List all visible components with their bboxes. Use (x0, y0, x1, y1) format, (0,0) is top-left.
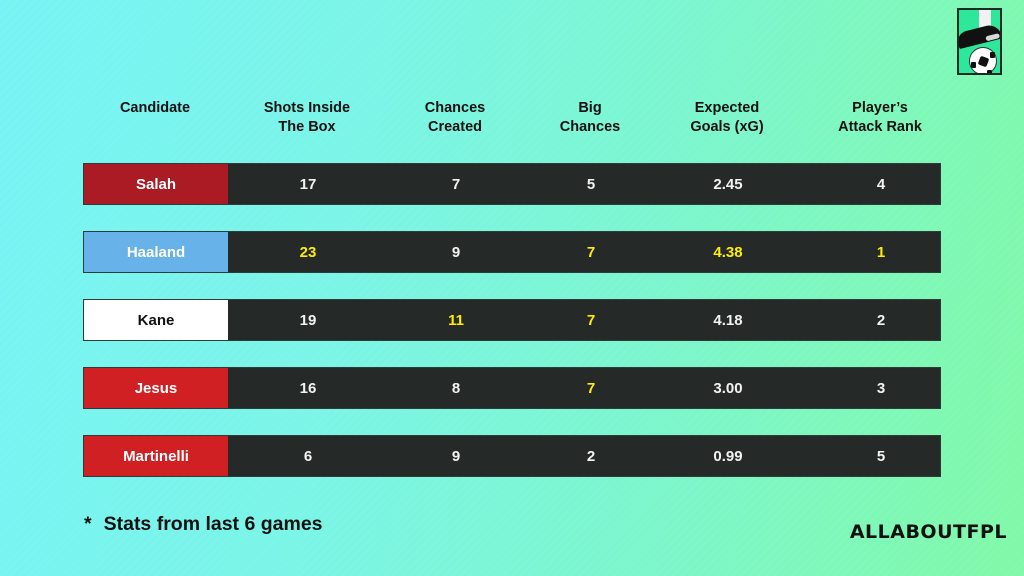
column-header: Expected Goals (xG) (690, 100, 764, 135)
stat-cell: 11 (448, 311, 464, 329)
candidate-name: Kane (84, 300, 228, 340)
stat-cell: 3 (876, 379, 886, 397)
candidate-name: Jesus (84, 368, 228, 408)
candidate-name: Haaland (84, 232, 228, 272)
column-header: Chances Created (424, 100, 486, 135)
stat-cell: 5 (586, 175, 596, 193)
column-header: Candidate (119, 100, 191, 116)
table-row: Salah 17 7 5 2.45 4 (83, 163, 941, 205)
footnote: * Stats from last 6 games (84, 513, 323, 536)
footnote-text: Stats from last 6 games (103, 513, 323, 535)
column-header: Shots Inside The Box (263, 100, 351, 135)
stat-cell: 4.18 (713, 311, 743, 329)
stat-cell: 23 (299, 243, 317, 261)
stat-cell: 2.45 (713, 175, 743, 193)
stat-cell: 6 (303, 447, 313, 465)
stat-cell: 7 (586, 379, 596, 397)
column-header: Big Chances (559, 100, 621, 135)
candidate-name: Salah (84, 164, 228, 204)
stat-cell: 2 (876, 311, 886, 329)
stat-cell: 17 (299, 175, 317, 193)
table-row: Kane 19 11 7 4.18 2 (83, 299, 941, 341)
table-row: Martinelli 6 9 2 0.99 5 (83, 435, 941, 477)
stat-cell: 7 (451, 175, 461, 193)
football-boot-on-ball-icon (957, 8, 1002, 75)
stat-cell: 4 (876, 175, 886, 193)
table-row: Jesus 16 8 7 3.00 3 (83, 367, 941, 409)
stat-cell: 0.99 (713, 447, 743, 465)
stat-cell: 16 (299, 379, 317, 397)
stat-cell: 4.38 (713, 243, 743, 261)
stat-cell: 9 (451, 447, 461, 465)
stat-cell: 1 (876, 243, 886, 261)
column-header: Player’s Attack Rank (838, 100, 922, 135)
boot-shape (959, 22, 1000, 50)
stat-cell: 5 (876, 447, 886, 465)
stat-cell: 7 (586, 311, 596, 329)
asterisk: * (84, 513, 92, 535)
table-header-row: Candidate Shots Inside The Box Chances Cre… (0, 99, 1024, 139)
football-shape (969, 47, 997, 73)
table-row: Haaland 23 9 7 4.38 1 (83, 231, 941, 273)
stat-cell: 7 (586, 243, 596, 261)
stat-cell: 9 (451, 243, 461, 261)
candidate-name: Martinelli (84, 436, 228, 476)
stat-cell: 8 (451, 379, 461, 397)
stat-cell: 3.00 (713, 379, 743, 397)
stat-cell: 2 (586, 447, 596, 465)
stat-cell: 19 (299, 311, 317, 329)
brand-wordmark: ALLABOUTFPL (849, 521, 1007, 543)
